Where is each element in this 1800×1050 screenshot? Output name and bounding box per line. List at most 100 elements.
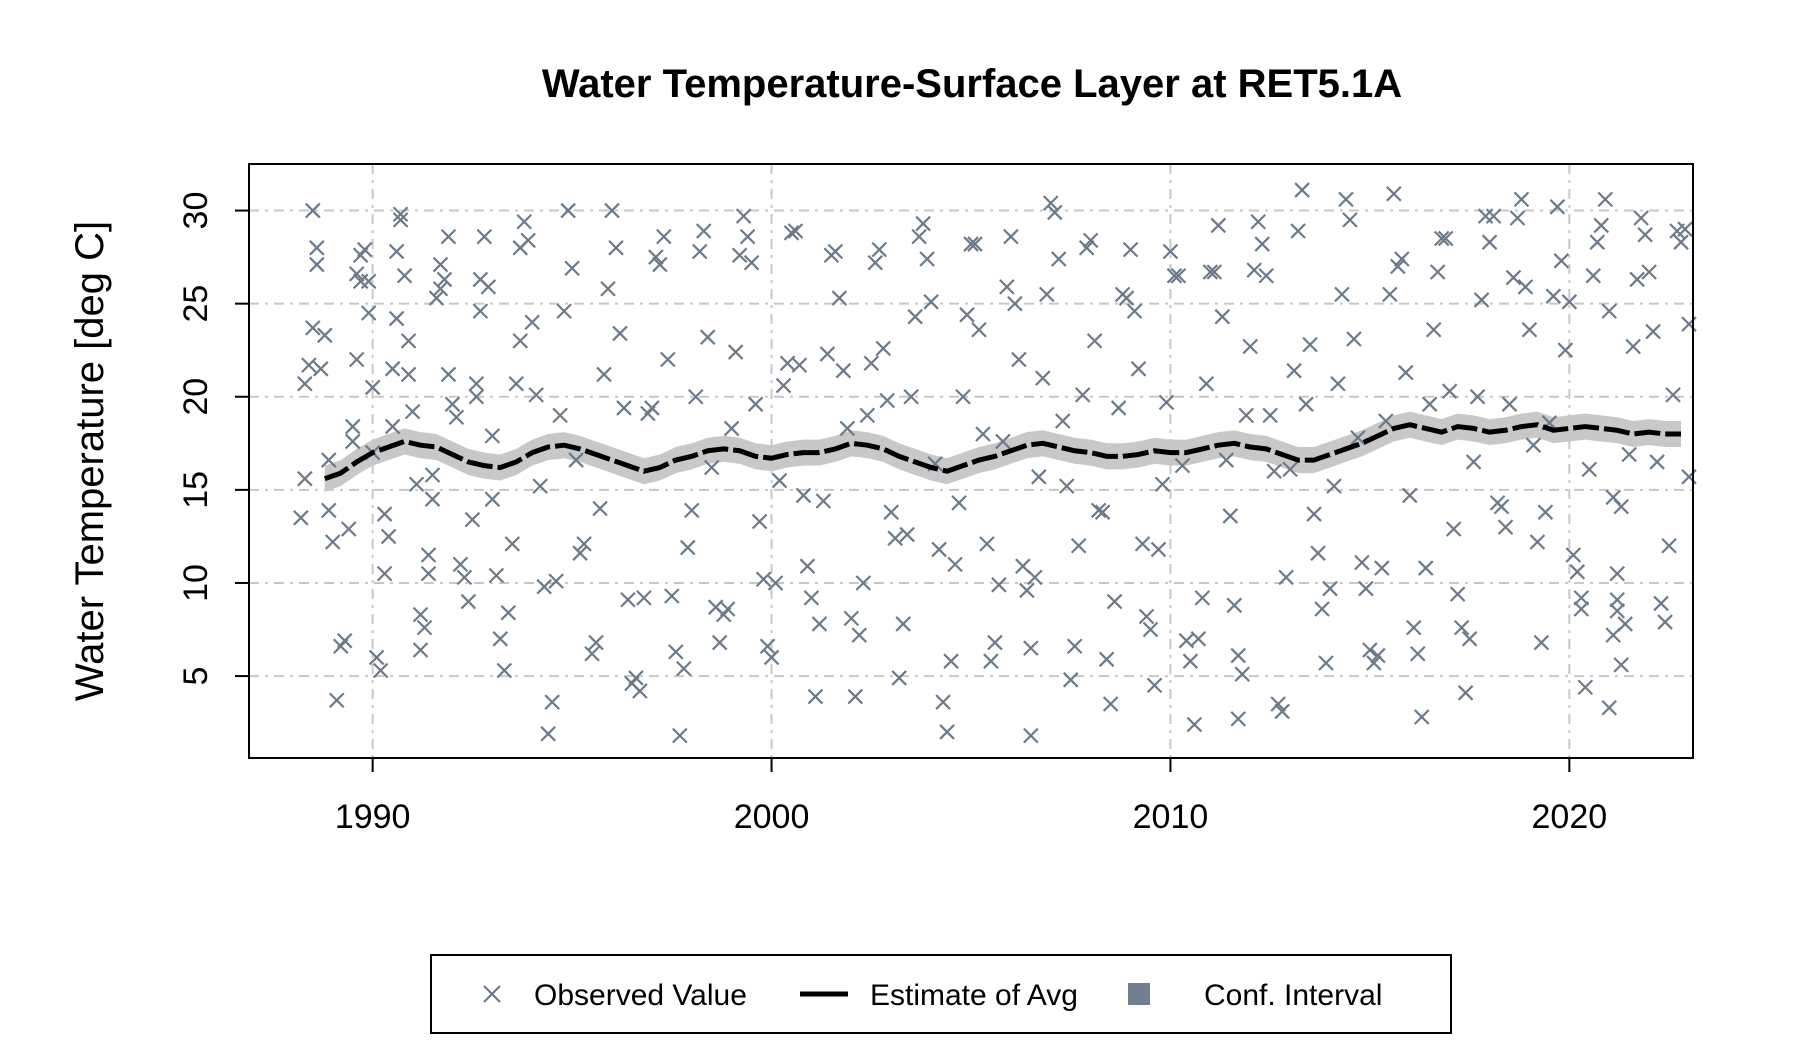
observed-point	[1469, 388, 1486, 405]
observed-point	[309, 240, 325, 256]
observed-point	[412, 642, 429, 658]
observed-point	[1023, 640, 1039, 656]
observed-point	[1378, 413, 1394, 429]
observed-point	[1054, 413, 1071, 429]
observed-point	[348, 351, 365, 368]
observed-point	[1050, 251, 1067, 267]
observed-point	[1102, 696, 1119, 712]
observed-point	[895, 616, 911, 632]
observed-point	[1027, 569, 1043, 586]
observed-point	[384, 361, 401, 377]
observed-point	[1382, 286, 1398, 303]
observed-point	[1497, 519, 1514, 535]
observed-point	[807, 688, 824, 705]
observed-point	[1366, 655, 1382, 671]
observed-point	[855, 575, 872, 591]
observed-point	[1290, 223, 1306, 239]
observed-point	[620, 591, 636, 608]
observed-point	[1585, 267, 1602, 284]
y-tick-label: 10	[177, 564, 215, 602]
observed-point	[1557, 342, 1574, 358]
observed-point	[432, 280, 449, 297]
observed-point	[1445, 521, 1462, 537]
observed-point	[1545, 288, 1562, 304]
observed-point	[301, 357, 317, 373]
observed-point	[1437, 230, 1454, 247]
observed-point	[795, 487, 812, 504]
observed-point	[428, 290, 445, 306]
observed-point	[592, 500, 608, 517]
observed-point	[835, 362, 852, 379]
observed-point	[500, 604, 517, 621]
observed-point	[1533, 634, 1550, 651]
observed-point	[1609, 591, 1625, 608]
observed-point	[1306, 506, 1322, 522]
observed-point	[1274, 703, 1290, 720]
observed-point	[348, 266, 365, 282]
observed-point	[1003, 228, 1019, 245]
observed-point	[628, 670, 644, 686]
legend-label-ci: Conf. Interval	[1204, 979, 1382, 1012]
observed-point	[660, 351, 676, 368]
observed-point	[388, 310, 405, 327]
observed-point	[1398, 364, 1414, 381]
observed-point	[297, 375, 313, 392]
observed-point	[1653, 595, 1669, 612]
observed-point	[1386, 186, 1402, 202]
legend-label-estimate: Estimate of Avg	[870, 979, 1078, 1012]
observed-point	[360, 273, 377, 290]
observed-point	[775, 377, 792, 394]
observed-point	[1286, 362, 1302, 379]
y-tick-label: 30	[177, 192, 215, 230]
observed-point	[875, 340, 892, 357]
observed-point	[1665, 387, 1681, 403]
observed-point	[1142, 621, 1159, 638]
observed-point	[883, 504, 899, 520]
observed-point	[1350, 429, 1366, 446]
observed-point	[1174, 457, 1191, 474]
observed-point	[1370, 647, 1386, 664]
observed-point	[1593, 217, 1610, 234]
observed-point	[695, 223, 712, 239]
observed-point	[1549, 199, 1566, 215]
observed-point	[1413, 709, 1430, 725]
observed-point	[664, 588, 680, 604]
observed-point	[576, 536, 592, 552]
observed-point	[1573, 590, 1590, 606]
observed-point	[871, 241, 888, 258]
observed-point	[568, 452, 584, 468]
legend-observed-marker-icon	[483, 985, 501, 1003]
observed-point	[1477, 208, 1494, 224]
observed-point	[1182, 653, 1199, 669]
observed-point	[1238, 407, 1255, 424]
observed-point	[1346, 331, 1362, 347]
observed-point	[1561, 294, 1578, 310]
observed-point	[416, 619, 433, 636]
observed-point	[1641, 264, 1657, 280]
observed-point	[1210, 217, 1227, 234]
observed-point	[1206, 264, 1223, 280]
observed-point	[608, 240, 624, 256]
observed-point	[1106, 593, 1123, 610]
y-tick-label: 25	[177, 285, 215, 323]
observed-point	[520, 232, 537, 249]
observed-point	[392, 206, 409, 223]
observed-point	[787, 223, 804, 239]
observed-point	[703, 459, 720, 476]
observed-point	[376, 565, 393, 582]
observed-point	[588, 634, 604, 651]
observed-point	[955, 388, 971, 405]
observed-point	[915, 215, 931, 232]
y-axis-label: Water Temperature [deg C]	[68, 221, 112, 701]
observed-point	[1019, 582, 1035, 599]
observed-point	[1529, 534, 1546, 550]
observed-point	[452, 556, 469, 573]
grid	[249, 164, 1693, 758]
y-tick-label: 15	[177, 471, 215, 509]
observed-point	[711, 634, 728, 651]
observed-point	[1122, 241, 1139, 258]
observed-point	[815, 493, 832, 509]
observed-point	[1621, 446, 1637, 463]
plot-frame	[248, 163, 1694, 759]
observed-point	[1242, 338, 1259, 355]
